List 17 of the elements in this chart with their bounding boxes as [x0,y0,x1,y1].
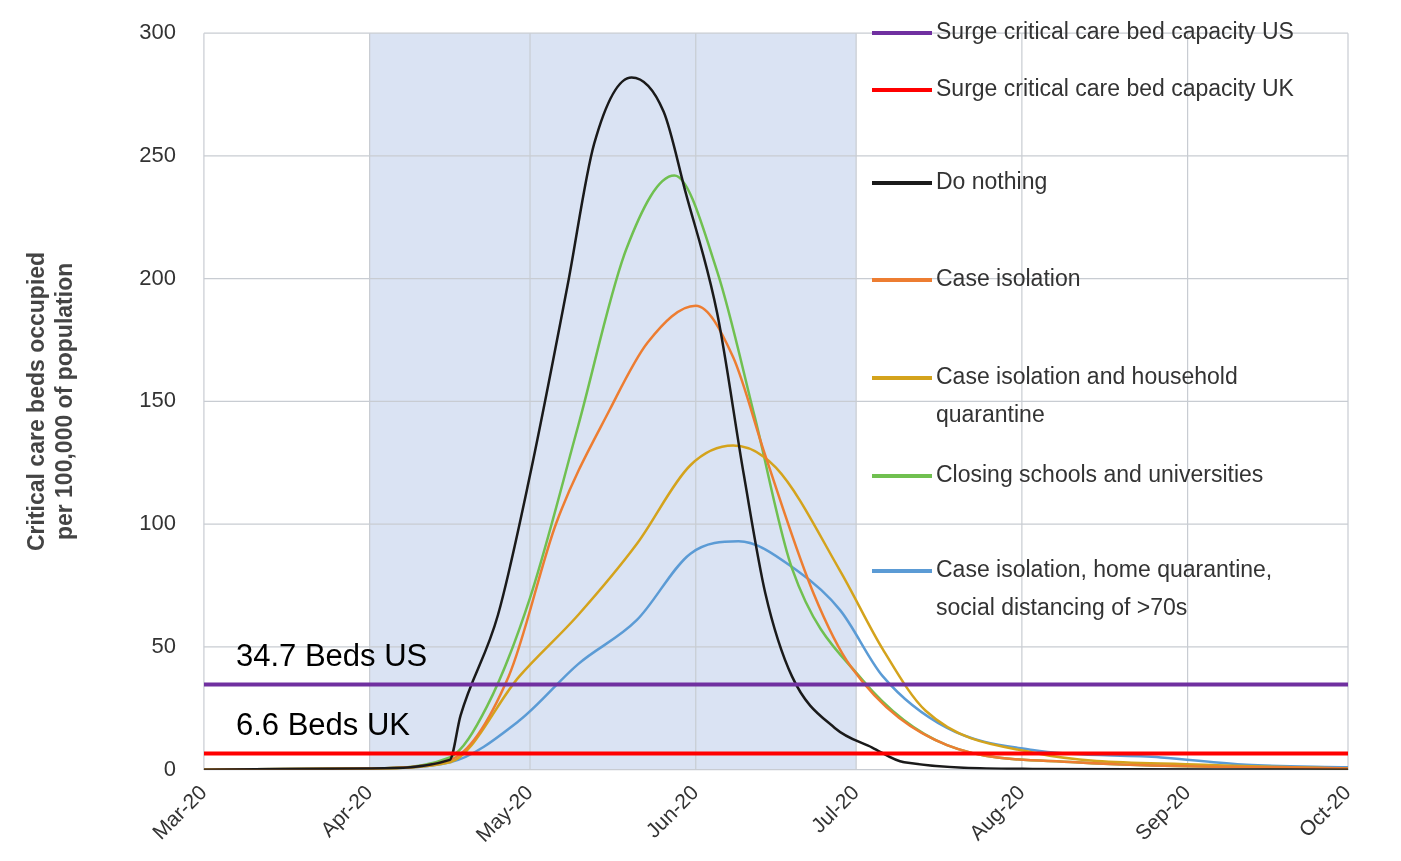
legend-label: Case isolation and household quarantine [936,362,1239,429]
y-tick-label: 0 [163,755,176,781]
y-tick-label: 150 [139,387,176,413]
annotation: 34.7 Beds US [235,637,428,673]
y-tick-label: 250 [139,142,176,168]
legend-label: Surge critical care bed capacity US [936,17,1295,46]
y-tick-label: 300 [139,19,176,45]
y-axis-title: Critical care beds occupied per 100,000 of population [23,251,77,551]
legend-label: Case isolation [936,264,1082,293]
legend-label: Closing schools and universities [936,460,1265,489]
legend-label: Surge critical care bed capacity UK [936,74,1295,103]
legend-label: Case isolation, home quarantine, social distancing of >70s [936,555,1274,622]
y-tick-label: 200 [139,264,176,290]
y-tick-label: 100 [139,510,176,536]
legend-label: Do nothing [936,167,1049,196]
annotation: 6.6 Beds UK [235,706,411,742]
y-tick-label: 50 [151,632,176,658]
